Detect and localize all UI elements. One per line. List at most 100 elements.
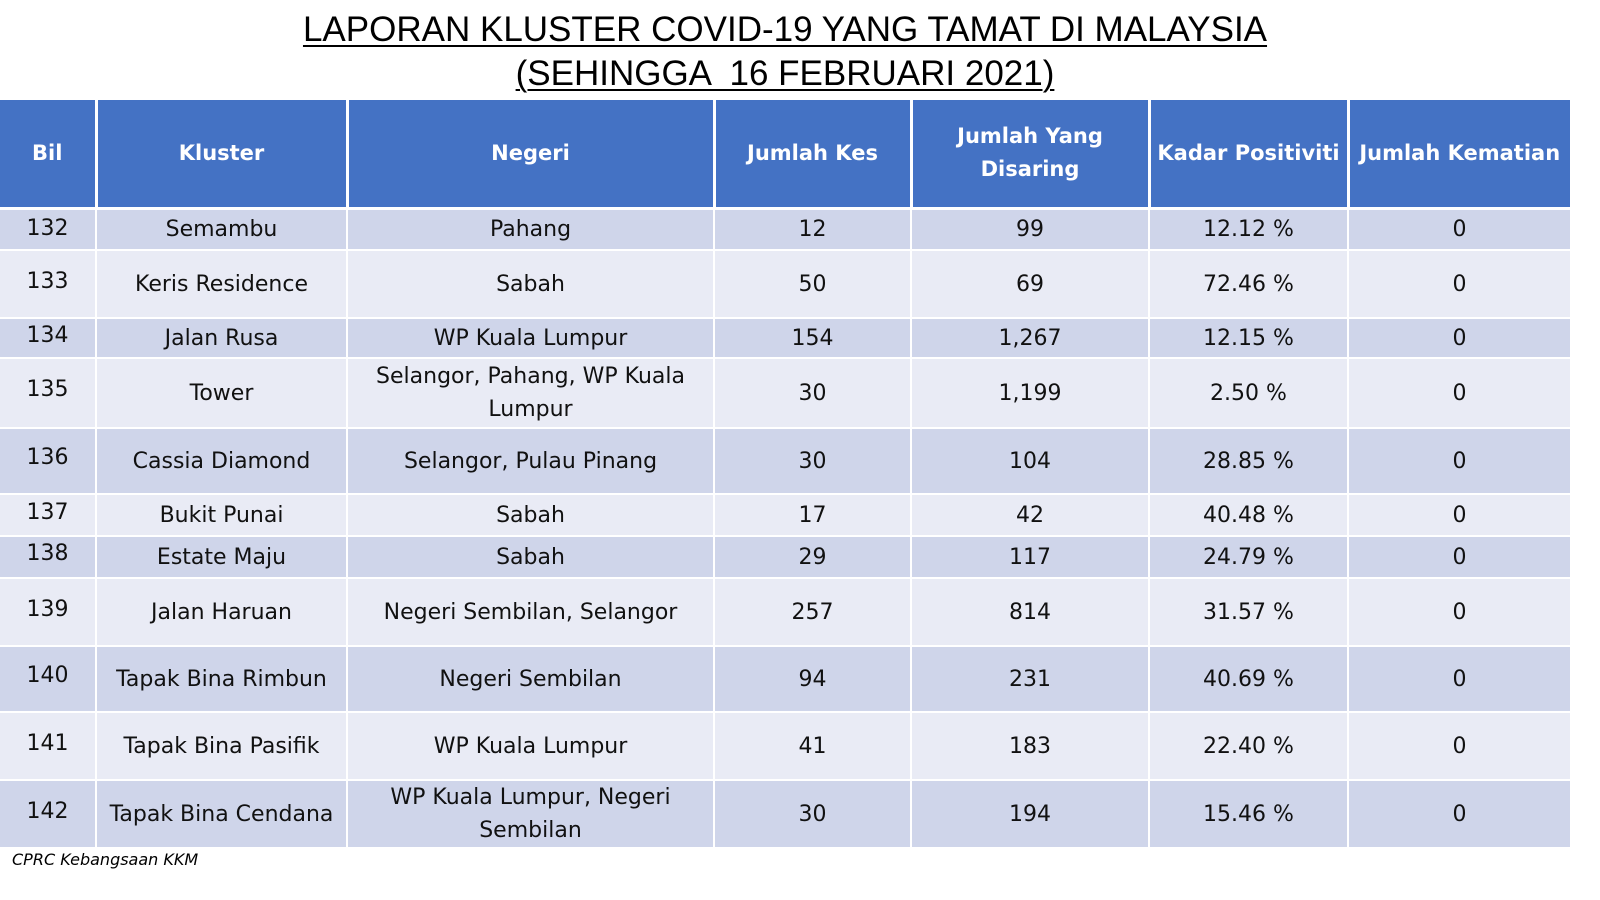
cell-jumlah-disaring: 183	[911, 712, 1150, 781]
cell-bil: 141	[0, 712, 97, 781]
cell-jumlah-kematian: 0	[1348, 358, 1570, 429]
report-title: LAPORAN KLUSTER COVID-19 YANG TAMAT DI M…	[0, 8, 1570, 96]
cell-bil: 137	[0, 494, 97, 537]
header-kadar-positiviti: Kadar Positiviti	[1149, 100, 1350, 210]
cell-kluster: Jalan Haruan	[96, 578, 348, 647]
table-row: 138 Estate Maju Sabah 29 117 24.79 % 0	[0, 536, 1570, 579]
cell-jumlah-disaring: 99	[911, 208, 1150, 251]
cell-negeri: WP Kuala Lumpur, Negeri Sembilan	[347, 780, 715, 849]
cell-jumlah-disaring: 42	[911, 494, 1150, 537]
cell-bil: 136	[0, 428, 97, 495]
cell-kadar-positiviti: 12.15 %	[1149, 318, 1349, 359]
header-jumlah-kes: Jumlah Kes	[714, 100, 913, 210]
table-row: 140 Tapak Bina Rimbun Negeri Sembilan 94…	[0, 646, 1570, 713]
cell-bil: 133	[0, 250, 97, 319]
header-kluster: Kluster	[96, 100, 349, 210]
cell-jumlah-kes: 30	[714, 428, 912, 495]
cell-kadar-positiviti: 28.85 %	[1149, 428, 1349, 495]
cell-bil: 140	[0, 646, 97, 713]
cell-negeri: Negeri Sembilan	[347, 646, 715, 713]
cell-jumlah-kematian: 0	[1348, 318, 1570, 359]
cell-bil: 132	[0, 208, 97, 251]
cell-jumlah-disaring: 104	[911, 428, 1150, 495]
cell-jumlah-kes: 50	[714, 250, 912, 319]
cell-negeri: WP Kuala Lumpur	[347, 712, 715, 781]
cell-kadar-positiviti: 40.48 %	[1149, 494, 1349, 537]
cell-negeri: Negeri Sembilan, Selangor	[347, 578, 715, 647]
table-row: 142 Tapak Bina Cendana WP Kuala Lumpur, …	[0, 780, 1570, 849]
cell-kadar-positiviti: 15.46 %	[1149, 780, 1349, 849]
cell-kluster: Estate Maju	[96, 536, 348, 579]
cell-kluster: Tapak Bina Rimbun	[96, 646, 348, 713]
cell-jumlah-kematian: 0	[1348, 208, 1570, 251]
cell-kadar-positiviti: 24.79 %	[1149, 536, 1349, 579]
cell-jumlah-disaring: 814	[911, 578, 1150, 647]
cell-kadar-positiviti: 31.57 %	[1149, 578, 1349, 647]
cell-jumlah-kes: 257	[714, 578, 912, 647]
cell-jumlah-kes: 154	[714, 318, 912, 359]
cell-bil: 134	[0, 318, 97, 359]
cell-jumlah-kes: 12	[714, 208, 912, 251]
cell-jumlah-disaring: 69	[911, 250, 1150, 319]
cell-kluster: Bukit Punai	[96, 494, 348, 537]
header-negeri: Negeri	[347, 100, 716, 210]
cell-bil: 135	[0, 358, 97, 429]
cell-jumlah-kes: 94	[714, 646, 912, 713]
cell-jumlah-kes: 41	[714, 712, 912, 781]
cell-bil: 142	[0, 780, 97, 849]
cell-negeri: Sabah	[347, 536, 715, 579]
cell-jumlah-kes: 30	[714, 780, 912, 849]
header-jumlah-kematian: Jumlah Kematian	[1348, 100, 1570, 210]
cell-jumlah-kematian: 0	[1348, 494, 1570, 537]
table-row: 133 Keris Residence Sabah 50 69 72.46 % …	[0, 250, 1570, 319]
cell-negeri: Sabah	[347, 250, 715, 319]
cell-jumlah-kematian: 0	[1348, 578, 1570, 647]
cell-jumlah-kematian: 0	[1348, 780, 1570, 849]
cell-kadar-positiviti: 72.46 %	[1149, 250, 1349, 319]
cell-kadar-positiviti: 40.69 %	[1149, 646, 1349, 713]
cell-jumlah-disaring: 1,267	[911, 318, 1150, 359]
cell-kadar-positiviti: 12.12 %	[1149, 208, 1349, 251]
cell-negeri: Selangor, Pulau Pinang	[347, 428, 715, 495]
cell-negeri: Sabah	[347, 494, 715, 537]
cell-bil: 139	[0, 578, 97, 647]
cell-negeri: Pahang	[347, 208, 715, 251]
table-row: 141 Tapak Bina Pasifik WP Kuala Lumpur 4…	[0, 712, 1570, 781]
table-row: 132 Semambu Pahang 12 99 12.12 % 0	[0, 208, 1570, 251]
cell-kluster: Tapak Bina Pasifik	[96, 712, 348, 781]
cell-jumlah-kematian: 0	[1348, 536, 1570, 579]
header-jumlah-disaring: Jumlah Yang Disaring	[911, 100, 1151, 210]
cell-negeri: Selangor, Pahang, WP Kuala Lumpur	[347, 358, 715, 429]
cell-jumlah-kes: 30	[714, 358, 912, 429]
cell-jumlah-disaring: 1,199	[911, 358, 1150, 429]
source-note: CPRC Kebangsaan KKM	[12, 850, 199, 869]
cell-jumlah-disaring: 194	[911, 780, 1150, 849]
table-row: 137 Bukit Punai Sabah 17 42 40.48 % 0	[0, 494, 1570, 537]
cell-jumlah-disaring: 231	[911, 646, 1150, 713]
title-line-1: LAPORAN KLUSTER COVID-19 YANG TAMAT DI M…	[302, 10, 1268, 49]
cluster-table: Bil Kluster Negeri Jumlah Kes Jumlah Yan…	[0, 100, 1570, 849]
cell-kluster: Tapak Bina Cendana	[96, 780, 348, 849]
cell-kluster: Keris Residence	[96, 250, 348, 319]
header-bil: Bil	[0, 100, 98, 210]
cell-kadar-positiviti: 22.40 %	[1149, 712, 1349, 781]
table-row: 136 Cassia Diamond Selangor, Pulau Pinan…	[0, 428, 1570, 495]
cell-jumlah-kes: 17	[714, 494, 912, 537]
cell-jumlah-kematian: 0	[1348, 428, 1570, 495]
cell-kluster: Semambu	[96, 208, 348, 251]
cell-jumlah-kematian: 0	[1348, 646, 1570, 713]
cell-jumlah-kes: 29	[714, 536, 912, 579]
cell-kadar-positiviti: 2.50 %	[1149, 358, 1349, 429]
cell-negeri: WP Kuala Lumpur	[347, 318, 715, 359]
cell-kluster: Jalan Rusa	[96, 318, 348, 359]
cell-jumlah-kematian: 0	[1348, 250, 1570, 319]
table-row: 134 Jalan Rusa WP Kuala Lumpur 154 1,267…	[0, 318, 1570, 359]
table-header-row: Bil Kluster Negeri Jumlah Kes Jumlah Yan…	[0, 100, 1570, 210]
cell-kluster: Cassia Diamond	[96, 428, 348, 495]
cell-kluster: Tower	[96, 358, 348, 429]
cell-jumlah-kematian: 0	[1348, 712, 1570, 781]
title-line-2: (SEHINGGA 16 FEBRUARI 2021)	[515, 54, 1055, 93]
cell-jumlah-disaring: 117	[911, 536, 1150, 579]
cell-bil: 138	[0, 536, 97, 579]
